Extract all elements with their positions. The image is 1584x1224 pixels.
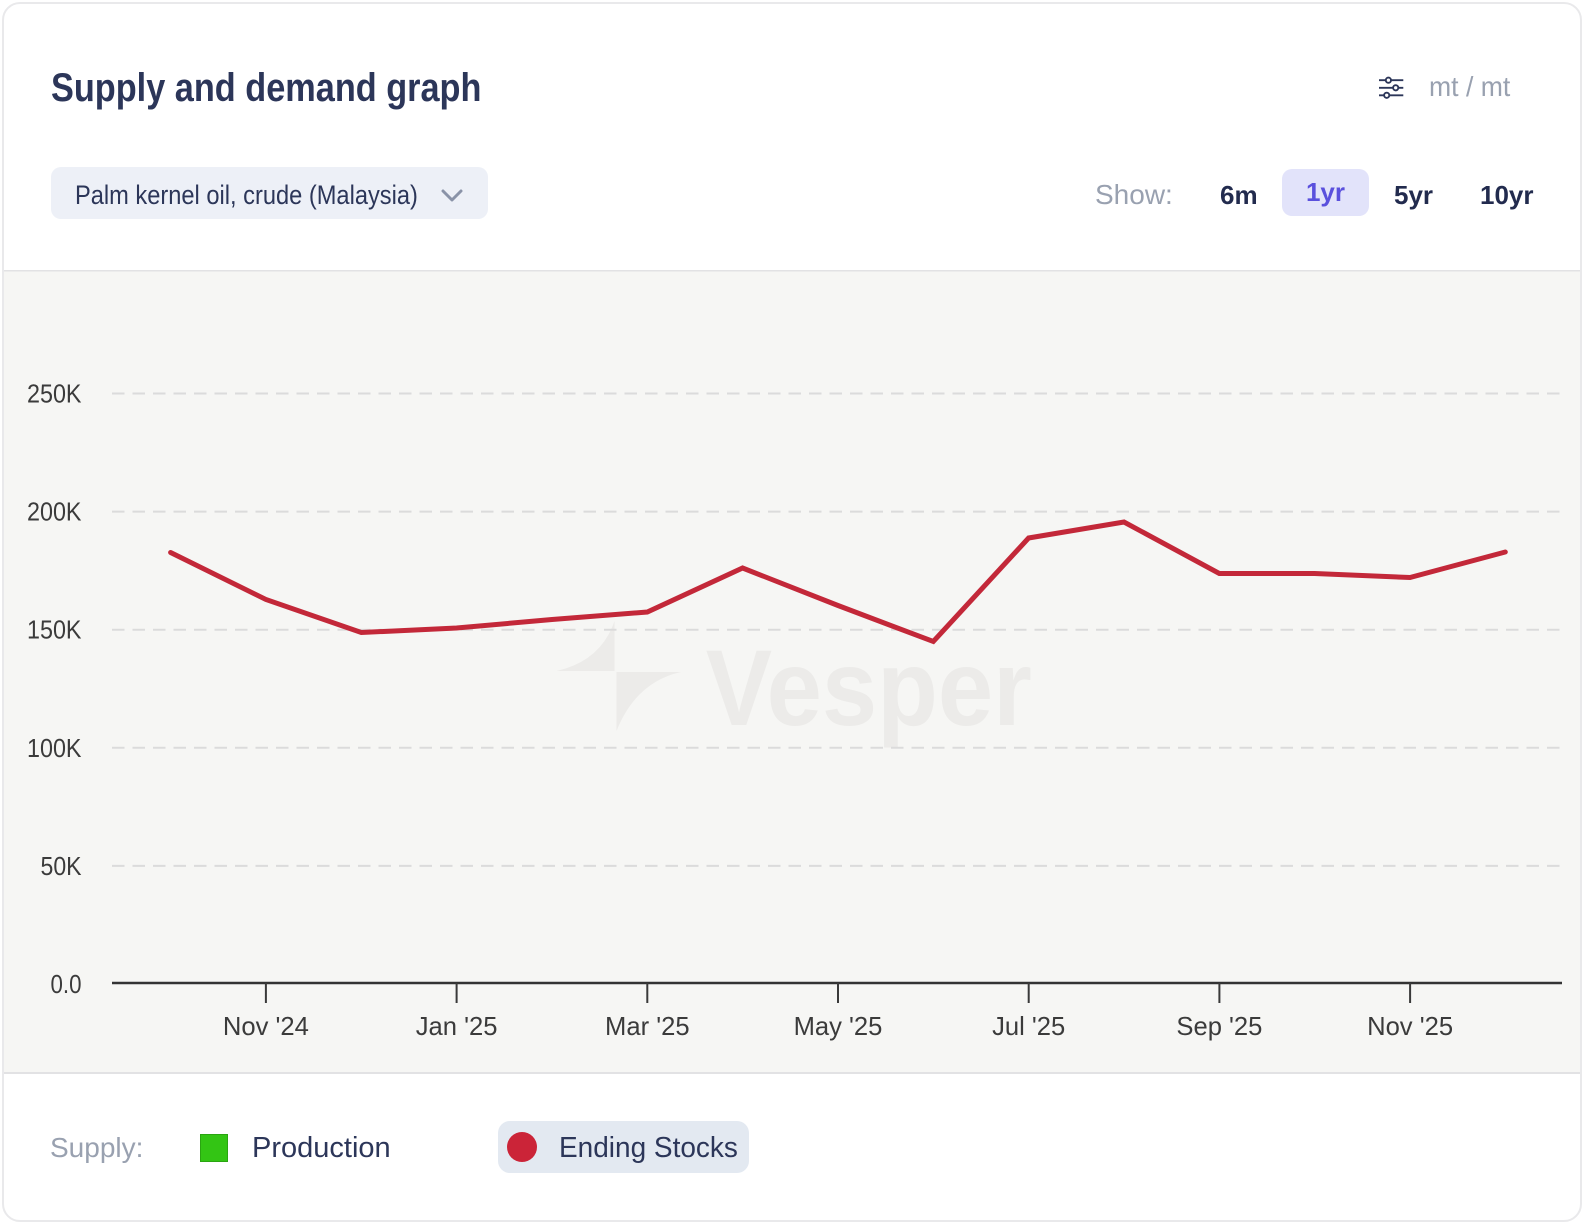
svg-text:250K: 250K	[27, 379, 82, 409]
svg-text:Nov '25: Nov '25	[1367, 1013, 1453, 1041]
svg-text:200K: 200K	[27, 497, 82, 527]
svg-text:0.0: 0.0	[51, 969, 82, 999]
svg-text:Sep '25: Sep '25	[1176, 1013, 1262, 1041]
svg-text:May '25: May '25	[794, 1013, 883, 1041]
svg-text:Vesper: Vesper	[706, 627, 1032, 748]
svg-text:Jul '25: Jul '25	[992, 1013, 1065, 1041]
svg-text:100K: 100K	[27, 733, 82, 763]
svg-text:150K: 150K	[27, 615, 82, 645]
svg-text:50K: 50K	[41, 851, 83, 881]
svg-text:Jan '25: Jan '25	[416, 1013, 498, 1041]
svg-text:Mar '25: Mar '25	[605, 1013, 690, 1041]
svg-text:Nov '24: Nov '24	[223, 1013, 309, 1041]
